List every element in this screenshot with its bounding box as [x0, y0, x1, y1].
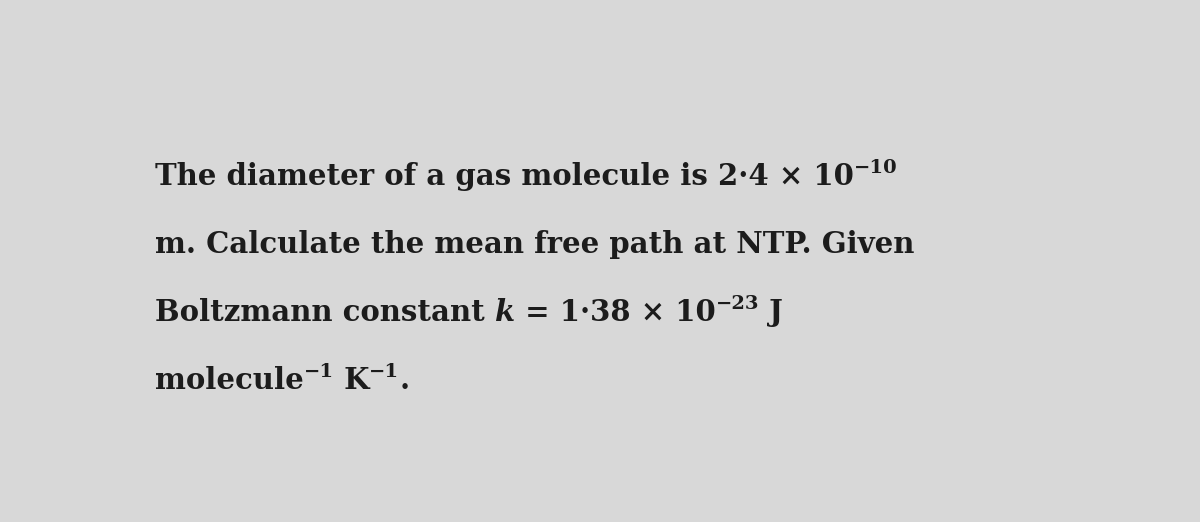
Text: Boltzmann constant: Boltzmann constant — [155, 298, 494, 327]
Text: −1: −1 — [304, 363, 334, 381]
Text: .: . — [400, 366, 409, 395]
Text: J: J — [760, 298, 784, 327]
Text: The diameter of a gas molecule is 2·4 × 10: The diameter of a gas molecule is 2·4 × … — [155, 162, 854, 191]
Text: m. Calculate the mean free path at NTP. Given: m. Calculate the mean free path at NTP. … — [155, 230, 914, 259]
Text: −1: −1 — [370, 363, 400, 381]
Text: k: k — [494, 298, 515, 327]
Text: −10: −10 — [854, 159, 898, 177]
Text: −23: −23 — [715, 295, 760, 313]
Text: molecule: molecule — [155, 366, 304, 395]
Text: = 1·38 × 10: = 1·38 × 10 — [515, 298, 715, 327]
Text: K: K — [334, 366, 370, 395]
